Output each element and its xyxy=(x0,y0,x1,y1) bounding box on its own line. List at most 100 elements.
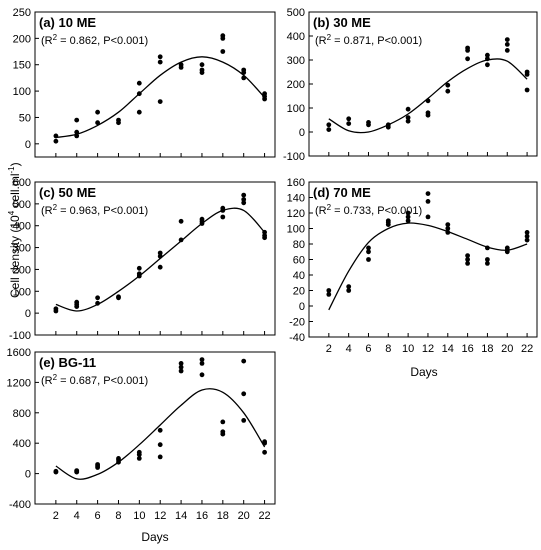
data-point xyxy=(241,197,247,202)
data-point xyxy=(366,249,371,255)
x-tick-label: 2 xyxy=(326,343,332,355)
data-point xyxy=(524,237,530,243)
data-point xyxy=(136,449,142,455)
data-point xyxy=(445,226,451,231)
y-tick-label: 160 xyxy=(287,177,305,189)
y-tick-label: 0 xyxy=(25,308,31,320)
y-tick-label: 250 xyxy=(13,7,31,19)
fit-curve xyxy=(328,222,528,311)
panel-4: -40 -20 0 20 40 60 80 100 120 140 160 2 4 6 8 10 12 14 16 1… xyxy=(287,177,538,355)
data-point xyxy=(157,99,163,104)
data-point xyxy=(485,52,490,58)
y-tick-label: -100 xyxy=(9,330,31,342)
data-point xyxy=(524,87,530,93)
data-point xyxy=(504,42,510,47)
data-point xyxy=(178,237,184,243)
y-tick-label: 150 xyxy=(13,60,31,72)
data-point xyxy=(366,257,371,262)
data-point xyxy=(53,468,59,474)
data-point xyxy=(136,456,142,461)
x-tick-label: 22 xyxy=(258,510,270,522)
fit-curve xyxy=(55,207,266,312)
data-point xyxy=(485,245,490,251)
y-tick-label: 400 xyxy=(13,438,31,450)
y-tick-label: 300 xyxy=(13,243,31,255)
x-tick-label: 6 xyxy=(95,510,101,522)
x-tick-label: 12 xyxy=(154,510,166,522)
data-point xyxy=(385,122,391,128)
y-tick-label: 600 xyxy=(13,177,31,189)
x-tick-label: 16 xyxy=(461,343,473,355)
y-tick-label: 40 xyxy=(293,270,305,282)
data-point xyxy=(74,117,80,123)
data-point xyxy=(465,56,470,62)
data-point xyxy=(346,288,352,293)
panel-5: -400 0 400 800 1200 1600 2 4 6 8 10 12 14 16 18 20 22 (e)… xyxy=(7,347,276,522)
data-point xyxy=(262,229,267,235)
y-tick-label: -400 xyxy=(9,499,31,511)
y-tick-label: -100 xyxy=(283,151,305,163)
panel-stats: (R2 = 0.963, P<0.001) xyxy=(41,203,148,217)
data-point xyxy=(326,292,332,297)
data-point xyxy=(241,75,247,81)
data-point xyxy=(241,418,247,423)
data-point xyxy=(95,462,100,467)
x-tick-label: 2 xyxy=(53,510,59,522)
data-point xyxy=(178,62,184,68)
panel-3: -100 0 100 200 300 400 500 600 (c) 50 ME (R2 = 0.… xyxy=(9,177,276,342)
x-tick-label: 10 xyxy=(133,510,145,522)
data-point xyxy=(241,200,247,206)
data-point xyxy=(157,250,163,256)
y-tick-label: 100 xyxy=(13,86,31,98)
data-point xyxy=(262,91,267,97)
data-point xyxy=(465,45,470,51)
data-point xyxy=(116,456,121,461)
data-point xyxy=(53,138,59,144)
y-tick-label: 500 xyxy=(287,7,305,19)
y-tick-label: 1600 xyxy=(7,347,31,359)
data-point xyxy=(220,33,226,39)
data-point xyxy=(405,115,411,120)
data-point xyxy=(425,191,431,197)
x-axis-label-right: Days xyxy=(410,365,437,379)
data-point xyxy=(157,442,163,448)
plot-frame xyxy=(34,181,276,336)
y-tick-label: 200 xyxy=(13,264,31,276)
y-tick-label: 0 xyxy=(25,139,31,151)
panel-stats: (R2 = 0.733, P<0.001) xyxy=(315,203,422,217)
data-point xyxy=(220,49,226,54)
data-point xyxy=(199,216,205,222)
data-point xyxy=(346,116,352,122)
data-point xyxy=(504,37,510,42)
data-point xyxy=(178,218,184,224)
data-point xyxy=(504,245,510,251)
y-tick-label: -40 xyxy=(289,332,305,344)
data-point xyxy=(326,127,332,132)
panel-2: -100 0 100 200 300 400 500 (b) 30 ME (R2 = 0.871… xyxy=(283,7,538,163)
data-point xyxy=(95,109,100,115)
data-point xyxy=(199,357,205,362)
data-point xyxy=(157,454,163,460)
fit-curve xyxy=(328,58,528,134)
data-point xyxy=(241,67,247,73)
data-point xyxy=(74,299,80,305)
data-point xyxy=(136,91,142,97)
x-tick-label: 16 xyxy=(196,510,208,522)
y-tick-label: 200 xyxy=(13,33,31,45)
data-point xyxy=(485,261,490,266)
x-tick-label: 22 xyxy=(521,343,533,355)
data-point xyxy=(157,253,163,259)
data-point xyxy=(465,257,470,262)
data-point xyxy=(405,210,411,216)
data-point xyxy=(425,110,431,116)
x-tick-label: 18 xyxy=(481,343,493,355)
y-axis-label: Cell density (104 cell.ml-1) xyxy=(7,162,22,298)
data-point xyxy=(157,427,163,433)
data-point xyxy=(95,300,100,306)
data-point xyxy=(485,257,490,262)
data-point xyxy=(199,361,205,366)
plot-frame xyxy=(34,11,276,158)
data-point xyxy=(405,118,411,124)
data-point xyxy=(524,69,530,75)
